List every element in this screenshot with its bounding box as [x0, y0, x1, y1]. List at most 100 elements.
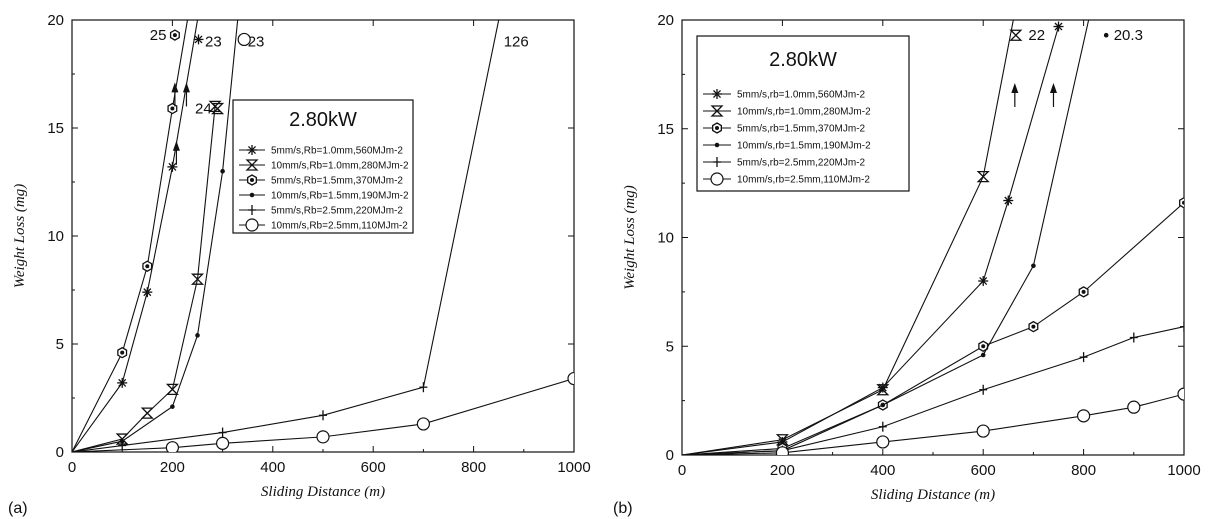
chart-panel-b: 0 200 400 600 800 1000 0 5 10 15 20 Sliding Distanc… — [613, 12, 1201, 517]
x-tick-label: 1000 — [1167, 462, 1200, 479]
annotation-label: 24 — [195, 101, 212, 118]
data-point — [216, 436, 230, 450]
annotation-marker — [169, 29, 180, 41]
legend-entry-label: 5mm/s,Rb=2.5mm,220MJm-2 — [271, 206, 403, 217]
data-point — [976, 424, 990, 438]
data-point — [190, 273, 205, 285]
y-axis-title: Weight Loss (mg) — [12, 184, 28, 288]
data-point — [1003, 195, 1014, 206]
legend-entry-label: 10mm/s,Rb=2.5mm,110MJm-2 — [271, 221, 408, 232]
annotation-label: 22 — [1028, 27, 1045, 44]
legend-entry-label: 5mm/s,rb=1.0mm,560MJm-2 — [737, 90, 866, 101]
data-point — [1127, 400, 1141, 414]
legend-entry-label: 10mm/s,Rb=1.5mm,190MJm-2 — [271, 191, 409, 202]
data-point — [1180, 321, 1184, 332]
x-tick-label: 800 — [1071, 462, 1096, 479]
series-group — [72, 20, 574, 452]
x-tick-label: 0 — [678, 462, 686, 479]
data-point — [220, 168, 225, 174]
y-tick-label: 0 — [56, 444, 64, 461]
y-tick-label: 15 — [657, 121, 674, 138]
up-arrow — [172, 140, 180, 165]
legend-entry: 5mm/s,Rb=2.5mm,220MJm-2 — [239, 205, 403, 217]
x-tick-label: 200 — [770, 462, 795, 479]
data-point — [1053, 21, 1064, 32]
series-group — [682, 20, 1184, 455]
annotation-marker — [193, 34, 204, 45]
data-point — [195, 333, 200, 338]
annotation-marker — [1103, 32, 1109, 38]
legend-entry: 5mm/s,Rb=1.5mm,370MJm-2 — [239, 174, 403, 187]
x-tick-label: 600 — [971, 462, 996, 479]
x-tick-label: 400 — [260, 459, 285, 476]
legend-entry: 5mm/s,rb=1.5mm,370MJm-2 — [703, 122, 866, 135]
data-point — [775, 446, 789, 455]
data-point — [316, 430, 330, 444]
legend-title: 2.80kW — [289, 109, 357, 131]
data-point — [567, 371, 574, 386]
data-point — [1078, 286, 1089, 298]
x-tick-label: 400 — [870, 462, 895, 479]
annotation-label: 20.3 — [1114, 27, 1143, 44]
data-point — [978, 276, 989, 286]
data-point — [117, 346, 128, 359]
legend-entry: 5mm/s,rb=1.0mm,560MJm-2 — [703, 89, 866, 101]
annotation-marker — [237, 32, 251, 47]
data-point — [117, 377, 128, 388]
data-point — [876, 384, 890, 396]
data-point — [319, 410, 327, 421]
data-point — [142, 260, 153, 272]
legend-entry-label: 5mm/s,Rb=1.0mm,560MJm-2 — [271, 146, 403, 157]
x-tick-label: 600 — [361, 459, 386, 476]
legend-entry-label: 10mm/s,rb=1.0mm,280MJm-2 — [737, 107, 871, 118]
series-line-5 — [682, 326, 1184, 455]
data-point — [118, 440, 127, 451]
x-axis-title: Sliding Distance (m) — [261, 484, 385, 500]
series-line-6 — [682, 393, 1184, 455]
legend-entry-label: 10mm/s,rb=1.5mm,190MJm-2 — [737, 141, 871, 152]
data-point — [1129, 332, 1138, 343]
annotation-marker — [1009, 29, 1023, 41]
data-point — [880, 402, 886, 408]
y-tick-label: 15 — [47, 120, 64, 137]
annotation-marker — [211, 102, 225, 115]
data-point — [775, 434, 789, 446]
data-point — [1031, 263, 1036, 269]
y-tick-label: 20 — [47, 12, 64, 29]
data-point — [1179, 196, 1184, 209]
series-line-6 — [72, 378, 574, 452]
x-tick-label: 0 — [68, 459, 76, 476]
data-point — [416, 417, 430, 431]
legend-entry: 10mm/s,Rb=2.5mm,110MJm-2 — [239, 218, 408, 232]
x-tick-label: 200 — [160, 459, 185, 476]
legend-entry: 10mm/s,Rb=1.0mm,280MJm-2 — [239, 159, 409, 172]
up-arrow — [171, 82, 179, 107]
legend-entry-label: 10mm/s,rb=2.5mm,110MJm-2 — [737, 175, 870, 186]
up-arrow — [1049, 83, 1057, 107]
y-axis-title: Weight Loss (mg) — [622, 185, 638, 289]
data-point — [1028, 320, 1039, 333]
legend: 2.80kW 5mm/s,rb=1.0mm,560MJm-2 10mm/s,rb=1… — [696, 35, 910, 192]
data-point — [167, 102, 178, 115]
data-point — [978, 340, 989, 353]
data-point — [170, 404, 175, 409]
up-arrow — [182, 82, 190, 107]
data-point — [979, 384, 988, 395]
y-tick-label: 20 — [657, 12, 674, 29]
annotation-label: 23 — [205, 34, 222, 51]
legend-entry: 5mm/s,Rb=1.0mm,560MJm-2 — [239, 145, 403, 157]
data-point — [165, 441, 179, 452]
series-line-2 — [72, 106, 216, 452]
x-axis-title: Sliding Distance (m) — [871, 487, 995, 503]
series-line-3 — [682, 202, 1184, 455]
legend-entry: 10mm/s,rb=1.0mm,280MJm-2 — [703, 105, 871, 118]
plot-frame — [71, 19, 575, 453]
legend-entry: 5mm/s,rb=2.5mm,220MJm-2 — [703, 157, 866, 169]
data-point — [976, 170, 990, 183]
legend-title: 2.80kW — [769, 49, 837, 71]
legend-box — [696, 35, 910, 192]
data-point — [1079, 352, 1088, 363]
legend-entry-label: 5mm/s,Rb=1.5mm,370MJm-2 — [271, 176, 403, 187]
data-point — [980, 352, 986, 358]
panel-label: (a) — [8, 500, 28, 517]
